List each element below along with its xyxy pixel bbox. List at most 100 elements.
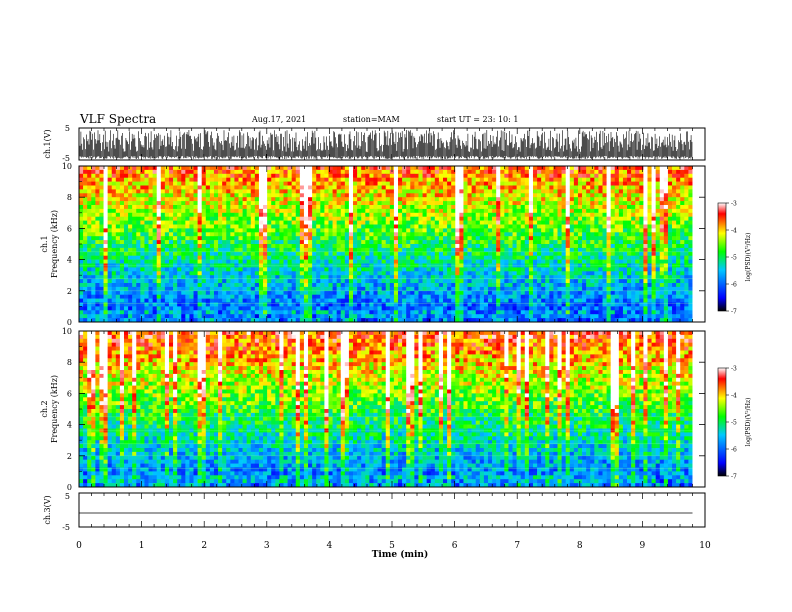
ch1-spectrogram-cell [91, 193, 96, 198]
ch1-spectrogram-cell [577, 259, 583, 264]
ch1-spectrogram-cell [385, 236, 391, 241]
ch1-spectrogram-cell [369, 244, 374, 249]
ch1-spectrogram-cell [577, 181, 583, 186]
ch1-ytick-top: 5 [65, 124, 70, 133]
ch1-spectrogram-cell [676, 185, 681, 190]
ch1-spectrogram-cell [622, 197, 628, 202]
ch1-spectrogram-cell [156, 177, 162, 182]
ch1-spectrogram-cell [226, 169, 231, 175]
ch1-spectrogram-cell [561, 189, 566, 194]
ch1-spectrogram-cell [516, 259, 522, 264]
ch1-spectrogram-cell [557, 244, 562, 249]
ch1-spectrogram-cell [524, 228, 530, 233]
ch1-spectrogram-cell [447, 259, 452, 264]
ch1-spectrogram-cell [316, 236, 321, 241]
ch1-spectrogram-cell [561, 201, 566, 206]
ch1-spectrogram-cell [422, 267, 427, 272]
ch1-spectrogram-cell [267, 244, 272, 249]
ch1-spectrogram-cell [357, 220, 362, 225]
ch1-spectrogram-cell [565, 220, 571, 225]
ch1-spectrogram-cell [332, 279, 337, 284]
ch1-spectrogram-cell [213, 197, 219, 202]
ch1-spectrogram-cell [557, 232, 562, 237]
ch1-spectrogram-cell [410, 244, 415, 249]
ch1-spectrogram-cell [500, 255, 505, 260]
ch1-spectrogram-cell [115, 205, 121, 210]
ch1-spectrogram-cell [123, 166, 129, 171]
ch1-spectrogram-cell [234, 275, 239, 280]
ch1-spectrogram-cell [508, 201, 513, 206]
ch1-spectrogram-cell [303, 216, 309, 221]
ch1-spectrogram-cell [140, 173, 145, 178]
ch1-spectrogram-cell [336, 189, 342, 194]
ch1-spectrogram-cell [467, 189, 472, 194]
ch1-spectrogram-cell [365, 201, 370, 206]
ch1-spectrogram-cell [434, 193, 440, 198]
ch1-spectrogram-cell [357, 193, 362, 198]
ch1-spectrogram-cell [263, 173, 268, 178]
ch1-spectrogram-cell [463, 216, 468, 221]
ch1-spectrogram-cell [365, 232, 370, 237]
ch1-spectrogram-cell [573, 216, 579, 221]
ch1-spectrogram-cell [308, 279, 313, 284]
ch1-spectrogram-cell [443, 279, 448, 284]
ch1-spectrogram-cell [451, 201, 456, 206]
ch1-spectrogram-cell [140, 169, 145, 175]
ch1-spectrogram-cell [430, 201, 436, 206]
ch1-spectrogram-cell [553, 286, 558, 292]
ch1-spectrogram-cell [598, 286, 603, 292]
ch1-spectrogram-cell [512, 232, 517, 237]
ch1-spectrogram-cell [655, 181, 661, 186]
ch1-spectrogram-cell [308, 216, 313, 221]
ch1-spectrogram-cell [213, 283, 219, 288]
ch1-spectrogram-cell [447, 279, 452, 284]
ch1-spectrogram-cell [643, 208, 648, 214]
ch1-spectrogram-cell [115, 216, 121, 221]
ch1-spectrogram-cell [496, 173, 501, 178]
ch1-spectrogram-cell [541, 173, 546, 178]
ch1-spectrogram-cell [684, 236, 689, 241]
ch1-spectrogram-cell [295, 220, 301, 225]
ch1-spectrogram-cell [463, 286, 468, 292]
ch1-spectrogram-cell [422, 290, 427, 295]
ch1-spectrogram-cell [312, 216, 317, 221]
ch1-spectrogram-cell [614, 286, 620, 292]
ch1-spectrogram-cell [393, 177, 399, 182]
ch1-spectrogram-cell [402, 267, 407, 272]
ch1-spectrogram-cell [312, 236, 317, 241]
ch1-spectrogram-cell [618, 193, 624, 198]
ch1-spectrogram-cell [418, 193, 423, 198]
ch1-spectrogram-cell [87, 267, 92, 272]
ch1-spectrogram-cell [561, 236, 566, 241]
ch1-spectrogram-cell [140, 177, 145, 182]
ch1-spectrogram-cell [528, 275, 534, 280]
ch1-spectrogram-cell [598, 290, 603, 295]
ch1-spectrogram-cell [467, 263, 472, 268]
ch1-spectrogram-cell [283, 166, 288, 171]
ch1-spectrogram-cell [545, 173, 550, 178]
ch1-spectrogram-cell [393, 220, 399, 225]
ch1-spectrogram-cell [618, 228, 624, 233]
ch1-spectrogram-cell [451, 197, 456, 202]
ch1-spectrogram-cell [156, 294, 162, 299]
ch1-spectrogram-cell [586, 286, 591, 292]
ch1-spectrogram-cell [365, 286, 370, 292]
ch1-spectrogram-cell [115, 193, 121, 198]
ch1-spectrogram-cell [672, 279, 677, 284]
ch1-spectrogram-cell [136, 283, 141, 288]
ch1-spectrogram-cell [361, 181, 366, 186]
ch1-spectrogram-cell [385, 255, 391, 260]
ch1-spectrogram-cell [393, 166, 399, 171]
ch1-spectrogram-cell [663, 244, 669, 249]
ch1-spectrogram-cell [475, 247, 481, 253]
ch1-spectrogram-cell [95, 290, 100, 295]
ch1-spectrogram-cell [475, 185, 481, 190]
ch1-spectrogram-cell [553, 208, 558, 214]
ch1-spectrogram-cell [438, 212, 444, 217]
ch1-spectrogram-cell [177, 189, 182, 194]
ch1-spectrogram-cell [283, 224, 288, 229]
ch1-spectrogram-cell [590, 279, 595, 284]
ch1-spectrogram-cell [672, 177, 677, 182]
ch1-spectrogram-cell [205, 208, 211, 214]
ch1-spectrogram-cell [545, 259, 550, 264]
